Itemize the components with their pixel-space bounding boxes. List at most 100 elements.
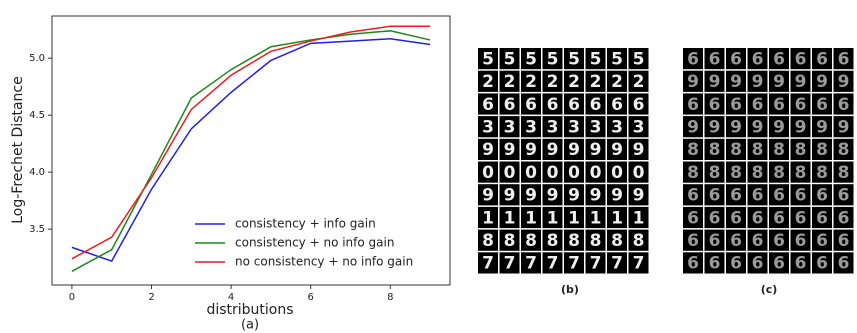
digit: 6 <box>687 95 699 115</box>
digit: 8 <box>525 231 537 251</box>
digit: 3 <box>633 117 645 137</box>
digit: 6 <box>709 231 721 251</box>
digit: 6 <box>816 208 828 228</box>
digit: 6 <box>773 95 785 115</box>
digit: 6 <box>838 95 850 115</box>
digit: 6 <box>730 186 742 206</box>
digit: 9 <box>795 72 807 92</box>
digit: 9 <box>816 117 828 137</box>
digit: 6 <box>838 254 850 274</box>
digit: 9 <box>568 186 580 206</box>
digit: 7 <box>590 254 602 274</box>
legend-label: no consistency + no info gain <box>235 255 413 269</box>
digit: 2 <box>525 72 537 92</box>
digit: 8 <box>752 163 764 183</box>
digit: 9 <box>816 72 828 92</box>
digit: 6 <box>795 95 807 115</box>
digit: 3 <box>504 117 516 137</box>
digit: 9 <box>504 140 516 160</box>
digit: 5 <box>590 49 602 69</box>
digit: 6 <box>795 254 807 274</box>
digit: 2 <box>482 72 494 92</box>
digit: 6 <box>590 95 602 115</box>
digit: 6 <box>687 254 699 274</box>
digit: 1 <box>504 208 516 228</box>
digit: 9 <box>482 140 494 160</box>
digit: 1 <box>525 208 537 228</box>
digit: 6 <box>687 208 699 228</box>
digit: 6 <box>773 208 785 228</box>
digit: 8 <box>687 140 699 160</box>
digit: 5 <box>525 49 537 69</box>
digit: 2 <box>633 72 645 92</box>
digit: 6 <box>752 95 764 115</box>
x-tick-label: 8 <box>387 292 393 303</box>
digit: 8 <box>838 140 850 160</box>
figure: distributions (a) Log-Frechet Distance 3… <box>0 0 857 333</box>
digit: 1 <box>611 208 623 228</box>
digit: 6 <box>838 186 850 206</box>
digit: 5 <box>547 49 559 69</box>
digit: 8 <box>752 140 764 160</box>
digit: 8 <box>773 163 785 183</box>
digit: 3 <box>611 117 623 137</box>
digit: 6 <box>611 95 623 115</box>
digit: 6 <box>773 254 785 274</box>
digit: 3 <box>482 117 494 137</box>
digit: 6 <box>838 208 850 228</box>
digit: 1 <box>568 208 580 228</box>
digit: 9 <box>773 72 785 92</box>
digit: 6 <box>687 49 699 69</box>
digit: 9 <box>838 72 850 92</box>
digit: 8 <box>730 163 742 183</box>
digit: 7 <box>547 254 559 274</box>
y-tick-label: 5.0 <box>29 53 45 64</box>
caption: (a) <box>241 318 259 333</box>
digit: 6 <box>730 208 742 228</box>
digit: 6 <box>795 208 807 228</box>
digit: 6 <box>773 186 785 206</box>
digit: 9 <box>611 186 623 206</box>
digit: 9 <box>709 72 721 92</box>
digit: 9 <box>687 72 699 92</box>
y-tick-label: 4.0 <box>29 167 45 178</box>
digit: 6 <box>838 49 850 69</box>
digit: 6 <box>816 49 828 69</box>
digit: 0 <box>633 163 645 183</box>
digit: 9 <box>730 72 742 92</box>
digit: 6 <box>773 49 785 69</box>
digit: 6 <box>752 186 764 206</box>
digit: 9 <box>547 186 559 206</box>
digit: 6 <box>730 254 742 274</box>
digit: 9 <box>633 140 645 160</box>
digit: 9 <box>525 140 537 160</box>
digit: 5 <box>568 49 580 69</box>
digit: 6 <box>547 95 559 115</box>
digit: 3 <box>568 117 580 137</box>
digit: 9 <box>795 117 807 137</box>
digit: 6 <box>816 231 828 251</box>
panel-caption: (c) <box>761 283 778 296</box>
x-tick-label: 6 <box>308 292 314 303</box>
digit: 3 <box>547 117 559 137</box>
digit: 8 <box>568 231 580 251</box>
digit: 6 <box>773 231 785 251</box>
digit: 6 <box>752 231 764 251</box>
digit: 9 <box>590 186 602 206</box>
digit: 6 <box>816 254 828 274</box>
x-tick-label: 2 <box>148 292 154 303</box>
digit: 2 <box>590 72 602 92</box>
digit: 8 <box>730 140 742 160</box>
digit: 6 <box>709 95 721 115</box>
digit: 6 <box>709 186 721 206</box>
digit: 3 <box>590 117 602 137</box>
digit: 0 <box>611 163 623 183</box>
digit: 1 <box>547 208 559 228</box>
digit: 5 <box>482 49 494 69</box>
digit: 9 <box>752 72 764 92</box>
digit: 5 <box>633 49 645 69</box>
digit: 6 <box>525 95 537 115</box>
digit: 6 <box>730 49 742 69</box>
digit: 9 <box>752 117 764 137</box>
digit: 6 <box>568 95 580 115</box>
